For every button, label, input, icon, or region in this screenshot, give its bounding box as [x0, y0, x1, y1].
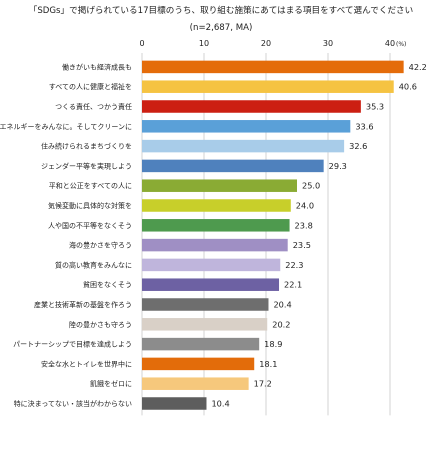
axis-unit-label: (%) [396, 41, 406, 48]
category-label: 住み続けられるまちづくりを [41, 142, 132, 151]
value-label: 23.8 [295, 220, 313, 230]
value-label: 24.0 [296, 201, 314, 211]
category-label: 特に決まってない・該当がわからない [14, 399, 132, 408]
category-labels: 働きがいも経済成長もすべての人に健康と福祉をつくる責任、つかう責任エネルギーをみ… [0, 62, 132, 408]
bar [142, 120, 351, 133]
bar [142, 258, 281, 272]
value-label: 42.2 [409, 62, 427, 72]
bars [142, 60, 404, 410]
chart-subtitle: (n=2,687, MA) [190, 23, 253, 33]
value-labels: 42.2 40.6 35.3 33.6 32.629.3 25.0 24.0 23.8 23.5… [211, 62, 426, 409]
bar [142, 377, 249, 390]
value-label: 20.4 [273, 300, 291, 310]
category-label: パートナーシップで目標を達成しよう [13, 340, 132, 349]
value-label: 10.4 [211, 399, 229, 409]
category-label: 貧困をなくそう [83, 280, 132, 289]
x-tick-label: 30 [323, 39, 333, 48]
bar [142, 199, 291, 212]
value-label: 33.6 [355, 121, 373, 131]
category-label: ジェンダー平等を実現しよう [41, 161, 132, 170]
x-tick-label: 10 [199, 39, 209, 48]
bar [142, 159, 324, 173]
category-label: 産業と技術革新の基盤を作ろう [34, 300, 132, 309]
bar [142, 397, 207, 410]
value-label: 17.2 [254, 379, 272, 389]
x-tick-label: 40 [385, 39, 395, 48]
value-label: 18.1 [259, 359, 277, 369]
category-label: 働きがいも経済成長も [62, 62, 132, 71]
x-axis-ticks: 0 10 20 30 40 [139, 39, 395, 48]
category-label: 飢餓をゼロに [90, 379, 132, 388]
bar [142, 238, 288, 252]
bar [142, 60, 404, 74]
value-label: 18.9 [264, 339, 282, 349]
value-label: 20.2 [272, 319, 290, 329]
bar [142, 337, 260, 351]
category-label: 人や国の不平等をなくそう [48, 221, 132, 230]
bar [142, 139, 345, 153]
bar [142, 80, 394, 93]
value-label: 22.3 [285, 260, 303, 270]
category-label: 質の高い教育をみんなに [55, 260, 132, 269]
value-label: 25.0 [302, 181, 320, 191]
value-label: 32.6 [349, 141, 367, 151]
category-label: つくる責任、つかう責任 [55, 102, 132, 111]
category-label: 安全な水とトイレを世界中に [41, 359, 132, 368]
bar [142, 219, 290, 232]
value-label: 22.1 [284, 280, 302, 290]
bar [142, 179, 297, 192]
category-label: 海の豊かさを守ろう [69, 241, 132, 250]
gridlines [141, 53, 391, 416]
category-label: 陸の豊かさも守ろう [69, 320, 132, 329]
category-label: 気候変動に具体的な対策を [48, 201, 132, 210]
category-label: 平和と公正をすべての人に [49, 181, 132, 190]
value-label: 35.3 [366, 102, 384, 112]
bar [142, 278, 280, 291]
category-label: すべての人に健康と福祉を [49, 82, 132, 91]
value-label: 23.5 [293, 240, 311, 250]
x-tick-label: 20 [261, 39, 271, 48]
bar [142, 357, 255, 371]
value-label: 29.3 [329, 161, 347, 171]
chart-title: 「SDGs」で掲げられている17目標のうち、取り組む施策にあてはまる項目をすべて… [29, 4, 414, 16]
bar [142, 318, 268, 331]
x-tick-label: 0 [139, 39, 144, 48]
value-label: 40.6 [399, 82, 417, 92]
category-label: エネルギーをみんなに。そしてクリーンに [0, 123, 132, 131]
bar [142, 100, 361, 113]
bar [142, 298, 269, 311]
